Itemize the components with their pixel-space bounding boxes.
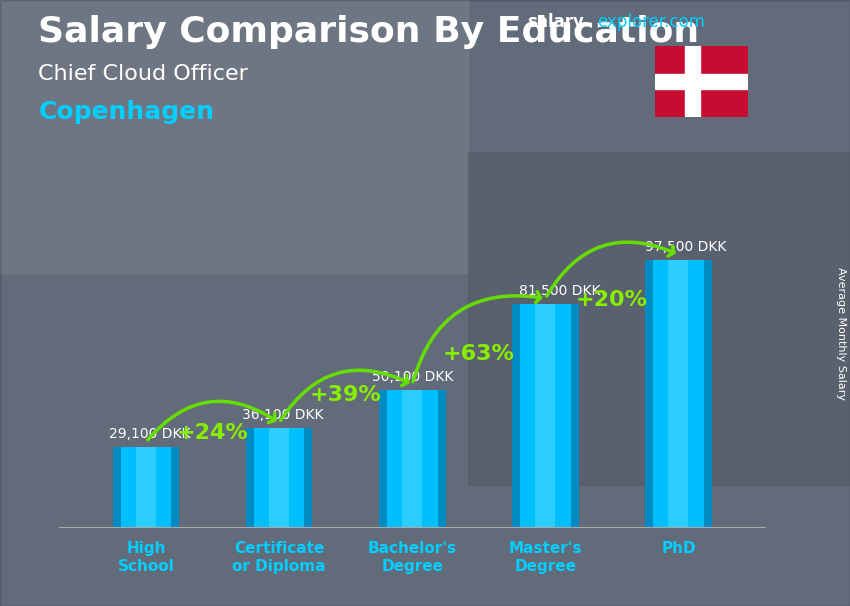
Bar xyxy=(304,428,313,527)
Text: 50,100 DKK: 50,100 DKK xyxy=(372,370,454,384)
Bar xyxy=(113,447,179,527)
Bar xyxy=(536,304,555,527)
Text: Copenhagen: Copenhagen xyxy=(38,100,214,124)
Bar xyxy=(269,428,289,527)
Text: +39%: +39% xyxy=(309,385,382,405)
Text: salary: salary xyxy=(527,13,584,32)
Bar xyxy=(645,260,711,527)
Bar xyxy=(645,260,653,527)
Text: +63%: +63% xyxy=(443,344,515,364)
Text: Chief Cloud Officer: Chief Cloud Officer xyxy=(38,64,248,84)
Bar xyxy=(246,428,313,527)
Bar xyxy=(668,260,688,527)
Text: 29,100 DKK: 29,100 DKK xyxy=(109,427,190,441)
Bar xyxy=(512,304,579,527)
Bar xyxy=(0,0,468,273)
Text: Average Monthly Salary: Average Monthly Salary xyxy=(836,267,846,400)
Bar xyxy=(113,447,121,527)
Text: 97,500 DKK: 97,500 DKK xyxy=(645,240,727,254)
Text: +20%: +20% xyxy=(576,290,648,310)
Bar xyxy=(438,390,445,527)
Bar xyxy=(570,304,579,527)
Text: 36,100 DKK: 36,100 DKK xyxy=(242,408,323,422)
Bar xyxy=(379,390,387,527)
Bar xyxy=(468,152,850,485)
Bar xyxy=(136,447,156,527)
Text: Salary Comparison By Education: Salary Comparison By Education xyxy=(38,15,700,49)
Text: explorer.com: explorer.com xyxy=(597,13,705,32)
Bar xyxy=(172,447,179,527)
Bar xyxy=(654,74,748,90)
Text: +24%: +24% xyxy=(177,422,248,443)
Bar xyxy=(379,390,445,527)
Bar xyxy=(512,304,520,527)
Bar xyxy=(685,47,700,117)
Bar xyxy=(704,260,711,527)
Bar xyxy=(402,390,422,527)
Text: 81,500 DKK: 81,500 DKK xyxy=(518,284,600,298)
Bar xyxy=(246,428,254,527)
